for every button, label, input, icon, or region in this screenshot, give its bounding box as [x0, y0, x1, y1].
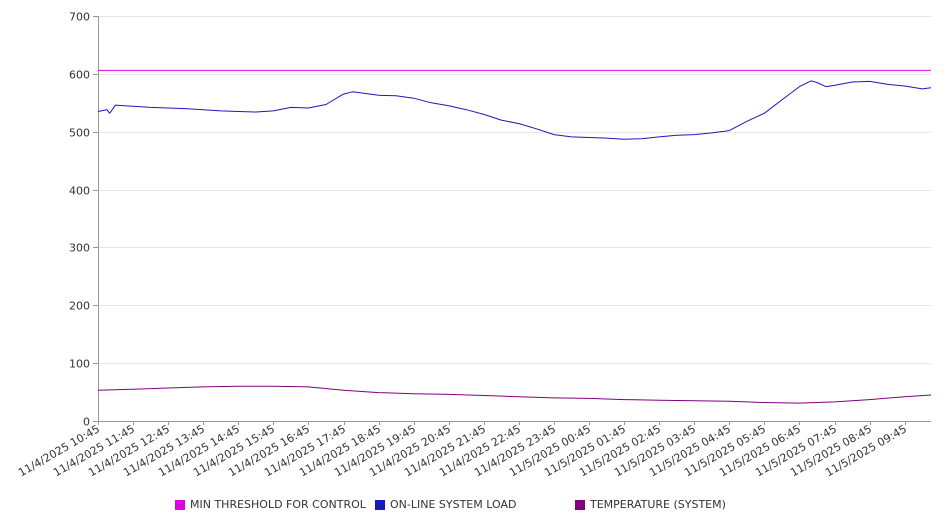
y-tick-label: 100: [69, 358, 90, 371]
legend-item-min-threshold[interactable]: MIN THRESHOLD FOR CONTROL: [175, 498, 366, 511]
y-tick-label: 500: [69, 127, 90, 140]
legend-item-temperature[interactable]: TEMPERATURE (SYSTEM): [575, 498, 726, 511]
system-load-line: [97, 80, 932, 140]
legend-label-system-load: ON-LINE SYSTEM LOAD: [390, 498, 517, 511]
temperature-line: [97, 385, 932, 404]
y-tick-label: 400: [69, 185, 90, 198]
grid-lines: [98, 16, 931, 422]
y-axis: 0 100 200 300 400 500 600 700: [69, 11, 99, 429]
series-lines: [97, 69, 932, 404]
legend-label-min-threshold: MIN THRESHOLD FOR CONTROL: [190, 498, 366, 511]
legend: MIN THRESHOLD FOR CONTROL ON-LINE SYSTEM…: [0, 498, 946, 514]
legend-swatch-min-threshold: [175, 499, 185, 510]
legend-item-system-load[interactable]: ON-LINE SYSTEM LOAD: [375, 498, 516, 511]
y-tick-label: 200: [69, 300, 90, 313]
legend-swatch-system-load: [375, 499, 385, 510]
y-tick-label: 0: [83, 416, 90, 429]
y-tick-label: 600: [69, 69, 90, 82]
y-tick-label: 700: [69, 11, 90, 24]
legend-swatch-temperature: [575, 499, 585, 510]
y-tick-label: 300: [69, 242, 90, 255]
legend-label-temperature: TEMPERATURE (SYSTEM): [590, 498, 726, 511]
